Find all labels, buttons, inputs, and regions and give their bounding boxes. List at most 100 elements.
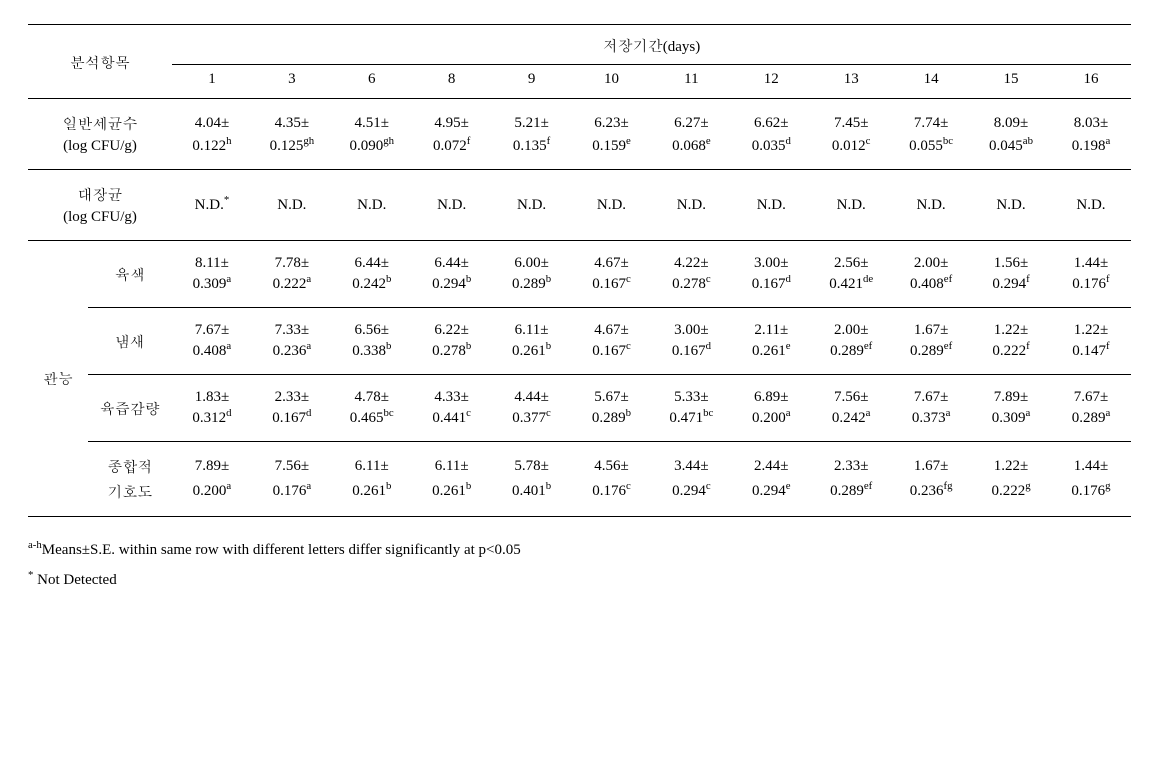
analysis-header: 분석항목 xyxy=(28,25,172,99)
cell: 0.159e xyxy=(572,136,652,170)
cell: 0.198a xyxy=(1051,136,1131,170)
cell: 6.56± xyxy=(332,308,412,342)
cell: 1.44± xyxy=(1051,241,1131,275)
sup: e xyxy=(626,135,631,147)
cell: 0.200a xyxy=(731,408,811,442)
cell: 0.135f xyxy=(492,136,572,170)
day-col: 15 xyxy=(971,65,1051,99)
cell: 0.309a xyxy=(172,274,252,308)
val: 0.222 xyxy=(991,483,1025,499)
cell: 0.176g xyxy=(1051,479,1131,517)
cell: 2.11± xyxy=(731,308,811,342)
val: 0.278 xyxy=(672,276,706,292)
cell: 5.33± xyxy=(651,375,731,409)
cell: 0.068e xyxy=(651,136,731,170)
sup: ef xyxy=(944,273,952,285)
cell: 6.11± xyxy=(412,442,492,480)
cell: 0.045ab xyxy=(971,136,1051,170)
cell: 0.167c xyxy=(572,274,652,308)
val: 0.090 xyxy=(349,138,383,154)
cell: 0.176a xyxy=(252,479,332,517)
val: 0.421 xyxy=(829,276,863,292)
sup: a xyxy=(786,407,791,419)
val: 0.289 xyxy=(830,343,864,359)
sup: ab xyxy=(1023,135,1033,147)
sup: b xyxy=(466,340,471,352)
cell: 2.33± xyxy=(811,442,891,480)
cell: 0.465bc xyxy=(332,408,412,442)
sup: a xyxy=(306,273,311,285)
cell: N.D. xyxy=(412,170,492,241)
bacteria-row-bot: (log CFU/g) 0.122h 0.125gh 0.090gh 0.072… xyxy=(28,136,1131,170)
val: 0.261 xyxy=(512,343,546,359)
val: 0.122 xyxy=(192,138,226,154)
bacteria-label-top: 일반세균수 xyxy=(28,99,172,137)
val: 0.338 xyxy=(352,343,386,359)
sup: c xyxy=(626,273,631,285)
day-col: 13 xyxy=(811,65,891,99)
cell: 0.408a xyxy=(172,341,252,375)
val: 0.294 xyxy=(992,276,1026,292)
sup: f xyxy=(1106,273,1110,285)
cell: 4.35± xyxy=(252,99,332,137)
cell: N.D. xyxy=(971,170,1051,241)
sup: ef xyxy=(864,480,872,492)
cell: 4.56± xyxy=(572,442,652,480)
sup: a xyxy=(1105,407,1110,419)
cell: 0.312d xyxy=(172,408,252,442)
cell: 4.51± xyxy=(332,99,412,137)
sup: d xyxy=(785,135,790,147)
cell: 2.33± xyxy=(252,375,332,409)
sup: b xyxy=(386,340,391,352)
val: 0.261 xyxy=(752,343,786,359)
cell: 0.222f xyxy=(971,341,1051,375)
cell: 8.09± xyxy=(971,99,1051,137)
header-row-1: 분석항목 저장기간(days) xyxy=(28,25,1131,65)
cell: 1.67± xyxy=(891,442,971,480)
val: 0.167 xyxy=(592,276,626,292)
cell: 3.00± xyxy=(731,241,811,275)
val: 0.294 xyxy=(672,483,706,499)
cell: 0.236a xyxy=(252,341,332,375)
sup: e xyxy=(786,340,791,352)
cell: 0.261b xyxy=(492,341,572,375)
cell: 1.67± xyxy=(891,308,971,342)
sup: * xyxy=(224,194,229,206)
sup: ef xyxy=(944,340,952,352)
cell: 0.147f xyxy=(1051,341,1131,375)
cell: 6.62± xyxy=(731,99,811,137)
cell: 1.44± xyxy=(1051,442,1131,480)
cell: N.D. xyxy=(332,170,412,241)
cell: 0.176f xyxy=(1051,274,1131,308)
cell: 0.278c xyxy=(651,274,731,308)
bacteria-row-top: 일반세균수 4.04± 4.35± 4.51± 4.95± 5.21± 6.23… xyxy=(28,99,1131,137)
sup: f xyxy=(547,135,551,147)
cell: 0.289b xyxy=(492,274,572,308)
bacteria-label-bot: (log CFU/g) xyxy=(28,136,172,170)
cell: 2.44± xyxy=(731,442,811,480)
sup: c xyxy=(546,407,551,419)
sup: h xyxy=(226,135,231,147)
day-col: 8 xyxy=(412,65,492,99)
sup: b xyxy=(546,480,551,492)
cell: 0.167d xyxy=(252,408,332,442)
cell: 6.23± xyxy=(572,99,652,137)
sup: b xyxy=(546,273,551,285)
cell: 0.471bc xyxy=(651,408,731,442)
cell: 7.74± xyxy=(891,99,971,137)
val: 0.261 xyxy=(352,483,386,499)
cell: 1.22± xyxy=(1051,308,1131,342)
ecoli-label-top-row: 대장균 N.D.* N.D. N.D. N.D. N.D. N.D. N.D. … xyxy=(28,170,1131,208)
cell: 1.22± xyxy=(971,442,1051,480)
val: 0.471 xyxy=(669,410,703,426)
cell: 0.294e xyxy=(731,479,811,517)
cell: 4.33± xyxy=(412,375,492,409)
cell: 2.56± xyxy=(811,241,891,275)
val: 0.261 xyxy=(432,483,466,499)
color-row-bot: 0.309a 0.222a 0.242b 0.294b 0.289b 0.167… xyxy=(28,274,1131,308)
cell: N.D. xyxy=(492,170,572,241)
cell: 5.67± xyxy=(572,375,652,409)
cell: 6.11± xyxy=(332,442,412,480)
cell: 0.242b xyxy=(332,274,412,308)
cell: N.D. xyxy=(572,170,652,241)
